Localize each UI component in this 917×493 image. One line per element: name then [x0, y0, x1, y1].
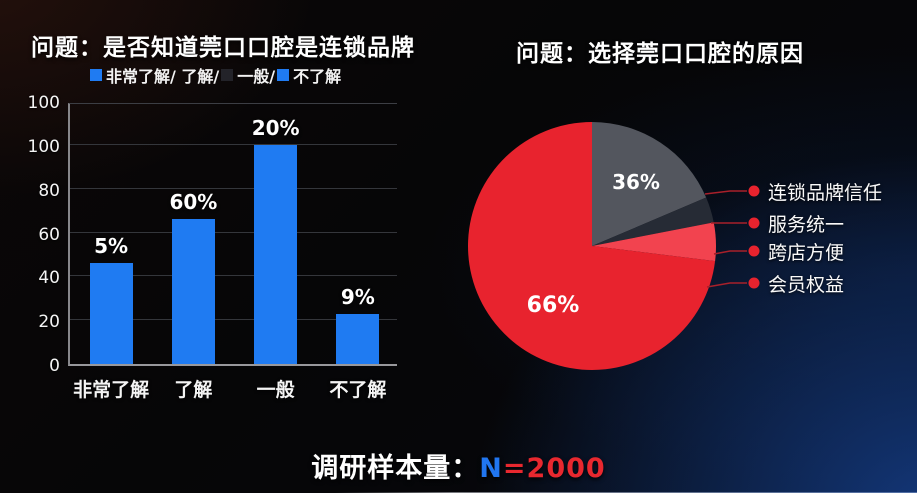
- gridline: [70, 275, 397, 277]
- y-axis-tick-label: 20: [38, 312, 60, 333]
- bar-value-label: 9%: [340, 284, 375, 309]
- pie-legend-item: 跨店方便: [768, 242, 845, 264]
- y-axis-tick-label: 0: [49, 356, 60, 376]
- x-axis-category-label: 不了解: [329, 379, 387, 401]
- bar-value-label: 20%: [251, 115, 300, 140]
- bar-value-label: 60%: [169, 190, 218, 215]
- y-axis-tick-label: 100: [27, 93, 60, 113]
- y-axis-tick-label: 100: [27, 136, 60, 157]
- pie-legend-dot-icon: [748, 245, 760, 257]
- gridline: [70, 319, 397, 321]
- sample-size-label: 调研样本量：: [311, 453, 480, 484]
- bar-legend-item: 一般/: [237, 67, 276, 86]
- bar-一般: [254, 144, 298, 364]
- gridline: [70, 143, 397, 145]
- x-axis-category-label: 非常了解: [73, 379, 150, 401]
- pie-legend-dot-icon: [748, 185, 760, 197]
- legend-swatch-icon: [221, 69, 234, 81]
- bar-chart-legend: 非常了解/ 了解/一般/不了解: [88, 63, 408, 87]
- legend-swatch-icon: [90, 69, 102, 81]
- gridline: [70, 187, 397, 189]
- pie-slice: [592, 122, 707, 246]
- y-axis-tick-label: 80: [38, 180, 60, 201]
- bar-legend-item: 不了解: [293, 67, 342, 86]
- sample-size-n: N: [479, 453, 503, 484]
- pie-legend-dot-icon: [748, 277, 760, 289]
- pie-legend-item: 会员权益: [768, 274, 845, 296]
- pie-leader-line: [713, 250, 747, 255]
- pie-legend-dot-icon: [748, 217, 760, 229]
- pie-legend-item: 服务统一: [768, 214, 845, 236]
- x-axis-category-label: 了解: [174, 379, 213, 401]
- legend-swatch-icon: [277, 69, 290, 81]
- pie-leader-line: [704, 190, 747, 195]
- sample-size-caption: 调研样本量：N=2000: [0, 446, 917, 485]
- bar-value-label: 5%: [94, 234, 129, 259]
- bar-legend-item: 了解/: [181, 67, 220, 86]
- pie-leader-line: [706, 282, 747, 288]
- bar-chart-plot-area: 5% 非常了解 60% 了解 20% 一般 9% 不了解: [68, 103, 397, 401]
- pie-chart-title: 问题：选择莞口口腔的原因: [516, 41, 804, 67]
- pie-slice: [592, 222, 716, 262]
- pie-legend-item: 连锁品牌信任: [768, 182, 883, 204]
- pie-slice: [468, 122, 716, 371]
- pie-slice-label: 36%: [612, 170, 660, 194]
- bar-不了解: [336, 313, 380, 364]
- bar-legend-item: 非常了解/: [106, 67, 182, 86]
- pie-slice: [592, 197, 714, 246]
- y-axis-tick-label: 60: [38, 224, 60, 245]
- x-axis-category-label: 一般: [256, 379, 295, 401]
- pie-slice-label: 66%: [527, 293, 580, 318]
- gridline: [70, 231, 397, 233]
- y-axis-tick-label: 40: [38, 268, 60, 289]
- bar-了解: [171, 219, 215, 364]
- bar-非常了解: [89, 263, 133, 364]
- bar-chart-title: 问题：是否知道莞口口腔是连锁品牌: [31, 35, 415, 61]
- sample-size-value: =2000: [502, 453, 606, 484]
